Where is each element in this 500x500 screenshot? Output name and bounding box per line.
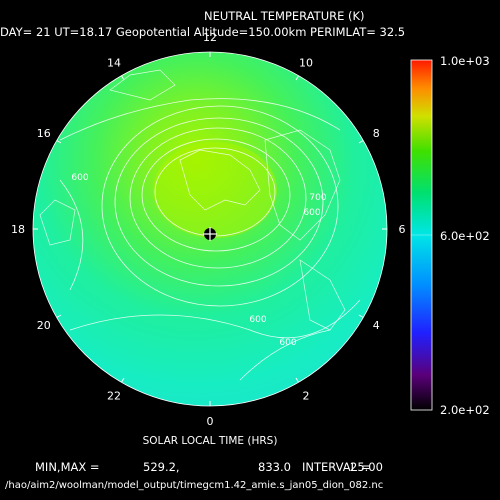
contour-label: 700 (309, 193, 326, 203)
lt-tick-8 (358, 140, 364, 144)
contour-label: 600 (249, 315, 266, 325)
file-path: /hao/aim2/woolman/model_output/timegcm1.… (5, 480, 384, 491)
colorbar-mid-label: 6.0e+02 (440, 229, 490, 243)
lt-label-8: 8 (373, 127, 380, 140)
lt-label-16: 16 (37, 127, 51, 140)
interval-label: INTERVAL = (302, 460, 371, 474)
contour-value-labels: 600 700 600 600 600 (71, 173, 326, 348)
lt-tick-4 (358, 314, 364, 318)
lt-label-22: 22 (107, 389, 121, 402)
pole-marker (203, 227, 217, 241)
lt-tick-20 (56, 314, 62, 318)
lt-label-4: 4 (373, 319, 380, 332)
min-value: 529.2, (143, 460, 180, 474)
local-time-ticks (33, 52, 387, 406)
lt-tick-10 (295, 75, 299, 81)
lt-label-0: 0 (207, 415, 214, 428)
continent-outlines (39, 69, 346, 331)
minmax-label: MIN,MAX = (35, 460, 100, 474)
contour-label: 600 (71, 173, 88, 183)
hot-spot-region (153, 142, 277, 238)
contour-label: 600 (303, 208, 320, 218)
lt-label-2: 2 (303, 389, 310, 402)
colorbar-bottom-label: 2.0e+02 (440, 403, 490, 417)
chart-subtitle: DAY= 21 UT=18.17 Geopotential Altitude=1… (0, 25, 406, 39)
chart-title: NEUTRAL TEMPERATURE (K) (204, 9, 365, 23)
lt-tick-14 (121, 75, 125, 81)
interval-value: 25.00 (350, 460, 383, 474)
colorbar-top-label: 1.0e+03 (440, 54, 490, 68)
lt-label-20: 20 (37, 319, 51, 332)
contour-label: 600 (279, 338, 296, 348)
lt-tick-2 (295, 377, 299, 383)
x-axis-label: SOLAR LOCAL TIME (HRS) (142, 435, 278, 447)
lt-label-18: 18 (11, 223, 25, 236)
lt-label-14: 14 (107, 57, 121, 70)
lt-label-12: 12 (203, 31, 217, 44)
lt-tick-22 (121, 377, 125, 383)
lt-label-6: 6 (399, 223, 406, 236)
lt-tick-16 (56, 140, 62, 144)
max-value: 833.0 (258, 460, 291, 474)
lt-label-10: 10 (299, 57, 313, 70)
